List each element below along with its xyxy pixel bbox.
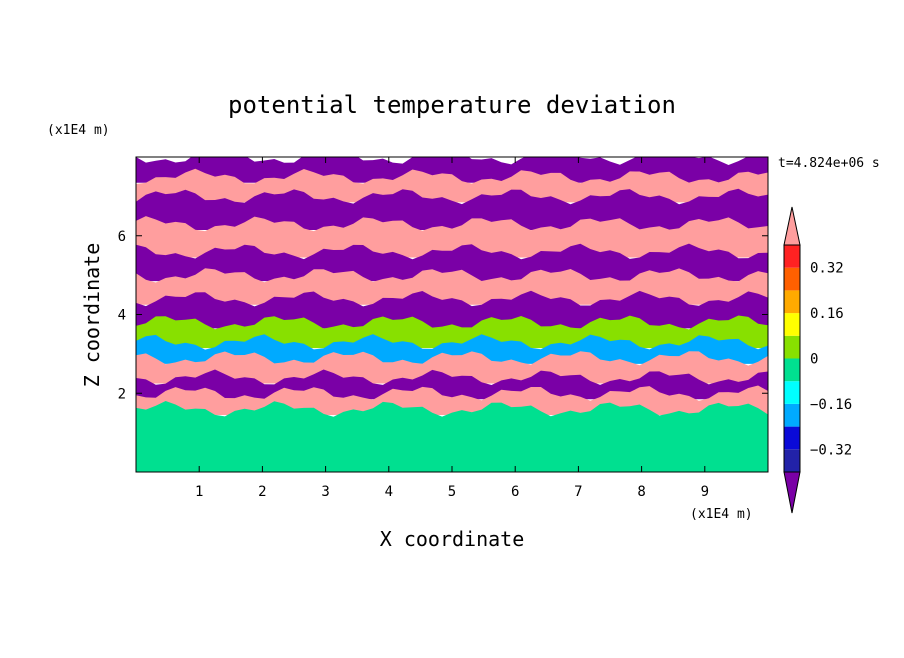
- colorbar-label: 0: [810, 352, 818, 368]
- colorbar-box: [784, 449, 800, 472]
- colorbar-label: −0.32: [810, 442, 852, 458]
- y-axis-unit: (x1E4 m): [47, 123, 110, 138]
- colorbar-box: [784, 426, 800, 450]
- colorbar-box: [784, 245, 800, 268]
- heatmap-band: [136, 290, 768, 329]
- y-axis-label: Z coordinate: [80, 243, 104, 388]
- x-tick-label: 7: [574, 484, 582, 500]
- x-tick-label: 5: [448, 484, 456, 500]
- heatmap-band: [136, 401, 768, 472]
- colorbar-box: [784, 267, 800, 291]
- chart-title: potential temperature deviation: [228, 91, 676, 119]
- colorbar-box: [784, 290, 800, 314]
- colorbar-box: [784, 335, 800, 359]
- colorbar-label: 0.32: [810, 261, 844, 277]
- time-label: t=4.824e+06 s: [778, 156, 880, 171]
- colorbar-label: −0.16: [810, 397, 852, 413]
- x-tick-label: 8: [637, 484, 645, 500]
- y-tick-label: 2: [118, 386, 126, 402]
- x-tick-label: 9: [701, 484, 709, 500]
- colorbar-box: [784, 313, 800, 336]
- heatmap-band: [136, 351, 768, 384]
- x-tick-label: 4: [385, 484, 393, 500]
- x-tick-label: 3: [321, 484, 329, 500]
- heatmap-band: [136, 216, 768, 258]
- colorbar: 0.32 0.16 0 −0.16 −0.32: [783, 206, 852, 514]
- heatmap-band: [136, 188, 768, 230]
- heatmap-band: [136, 268, 768, 305]
- colorbar-label: 0.16: [810, 306, 844, 322]
- x-axis-label: X coordinate: [380, 527, 525, 551]
- colorbar-extend-min: [783, 471, 801, 514]
- colorbar-box: [784, 403, 800, 427]
- heatmap-area: [136, 157, 768, 472]
- colorbar-frame: [783, 244, 801, 473]
- heatmap-band: [136, 243, 768, 282]
- x-axis: 1 2 3 4 5 6 7 8 9: [195, 157, 709, 500]
- x-tick-label: 6: [511, 484, 519, 500]
- colorbar-box: [784, 381, 800, 404]
- colorbar-box: [784, 358, 800, 382]
- x-tick-label: 1: [195, 484, 203, 500]
- y-tick-label: 4: [118, 308, 126, 324]
- heatmap-band: [136, 315, 768, 349]
- y-axis: 2 4 6: [118, 229, 768, 402]
- y-tick-label: 6: [118, 229, 126, 245]
- colorbar-extend-max: [783, 206, 801, 246]
- x-axis-unit: (x1E4 m): [690, 507, 753, 522]
- x-tick-label: 2: [258, 484, 266, 500]
- heatmap-band: [136, 334, 768, 364]
